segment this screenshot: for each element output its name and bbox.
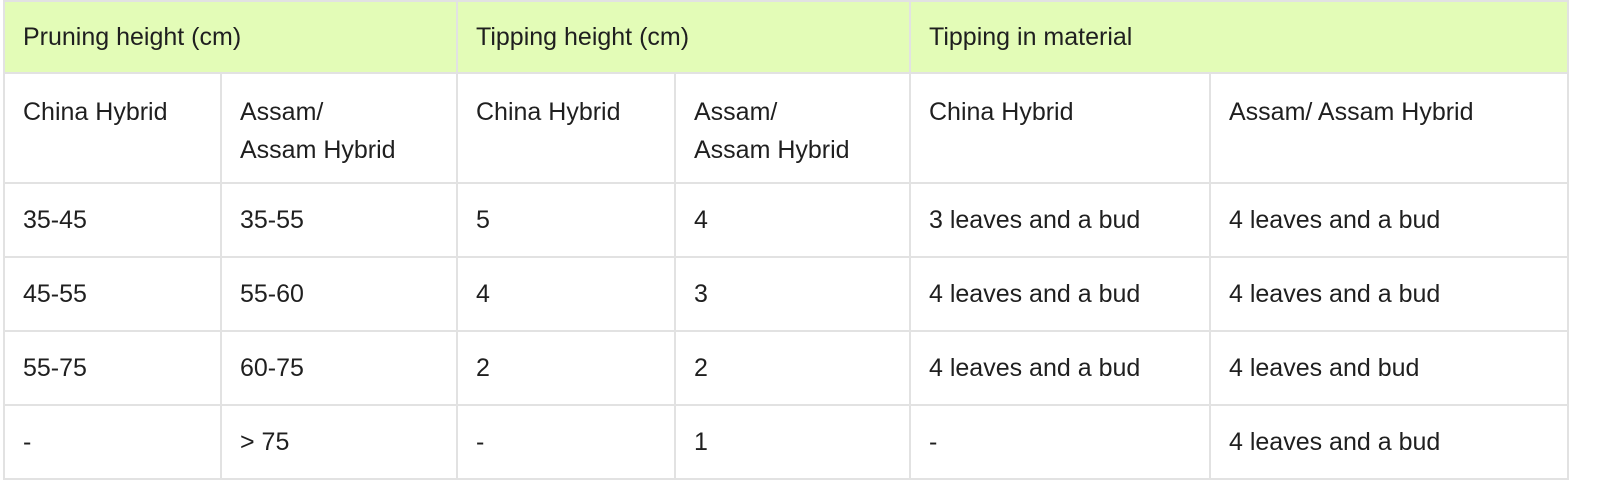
sub-header-line: Assam/ Assam Hybrid xyxy=(1229,98,1474,126)
table-cell: 4 xyxy=(674,182,911,258)
table-cell: 4 leaves and bud xyxy=(1209,330,1569,406)
group-header-tipping-in-material: Tipping in material xyxy=(909,0,1569,74)
table-cell: 45-55 xyxy=(3,256,222,332)
table-cell: 2 xyxy=(456,330,676,406)
sub-header-line: China Hybrid xyxy=(23,98,168,126)
sub-header-material-assam-hybrid: Assam/ Assam Hybrid xyxy=(1209,72,1569,184)
table-cell: 5 xyxy=(456,182,676,258)
table-row: - > 75 - 1 - 4 leaves and a bud xyxy=(3,404,1569,480)
sub-header-row: China Hybrid Assam/ Assam Hybrid China H… xyxy=(3,72,1569,184)
table-row: 45-55 55-60 4 3 4 leaves and a bud 4 lea… xyxy=(3,256,1569,332)
sub-header-line: Assam Hybrid xyxy=(240,136,396,164)
table-row: 35-45 35-55 5 4 3 leaves and a bud 4 lea… xyxy=(3,182,1569,258)
table-cell: 4 xyxy=(456,256,676,332)
sub-header-line: China Hybrid xyxy=(929,98,1074,126)
table-cell: 55-60 xyxy=(220,256,458,332)
table-cell: 1 xyxy=(674,404,911,480)
table-cell: - xyxy=(456,404,676,480)
sub-header-line: Assam Hybrid xyxy=(694,136,850,164)
sub-header-line: China Hybrid xyxy=(476,98,621,126)
table-cell: 4 leaves and a bud xyxy=(909,330,1211,406)
table-cell: 35-45 xyxy=(3,182,222,258)
table-cell: 55-75 xyxy=(3,330,222,406)
sub-header-line: Assam/ xyxy=(694,98,778,126)
table-cell: 4 leaves and a bud xyxy=(1209,404,1569,480)
sub-header-tipping-china-hybrid: China Hybrid xyxy=(456,72,676,184)
sub-header-pruning-china-hybrid: China Hybrid xyxy=(3,72,222,184)
table-cell: 4 leaves and a bud xyxy=(1209,256,1569,332)
table-cell: 2 xyxy=(674,330,911,406)
table-cell: 60-75 xyxy=(220,330,458,406)
group-header-pruning-height: Pruning height (cm) xyxy=(3,0,458,74)
pruning-tipping-table: Pruning height (cm) Tipping height (cm) … xyxy=(3,0,1569,480)
table-cell: - xyxy=(3,404,222,480)
sub-header-tipping-assam-hybrid: Assam/ Assam Hybrid xyxy=(674,72,911,184)
group-header-row: Pruning height (cm) Tipping height (cm) … xyxy=(3,0,1569,74)
table-cell: 4 leaves and a bud xyxy=(909,256,1211,332)
table-cell: - xyxy=(909,404,1211,480)
table-cell: 35-55 xyxy=(220,182,458,258)
table-cell: 3 xyxy=(674,256,911,332)
table-cell: 3 leaves and a bud xyxy=(909,182,1211,258)
sub-header-line: Assam/ xyxy=(240,98,324,126)
table-row: 55-75 60-75 2 2 4 leaves and a bud 4 lea… xyxy=(3,330,1569,406)
group-header-tipping-height: Tipping height (cm) xyxy=(456,0,911,74)
table-cell: > 75 xyxy=(220,404,458,480)
sub-header-material-china-hybrid: China Hybrid xyxy=(909,72,1211,184)
sub-header-pruning-assam-hybrid: Assam/ Assam Hybrid xyxy=(220,72,458,184)
table-cell: 4 leaves and a bud xyxy=(1209,182,1569,258)
